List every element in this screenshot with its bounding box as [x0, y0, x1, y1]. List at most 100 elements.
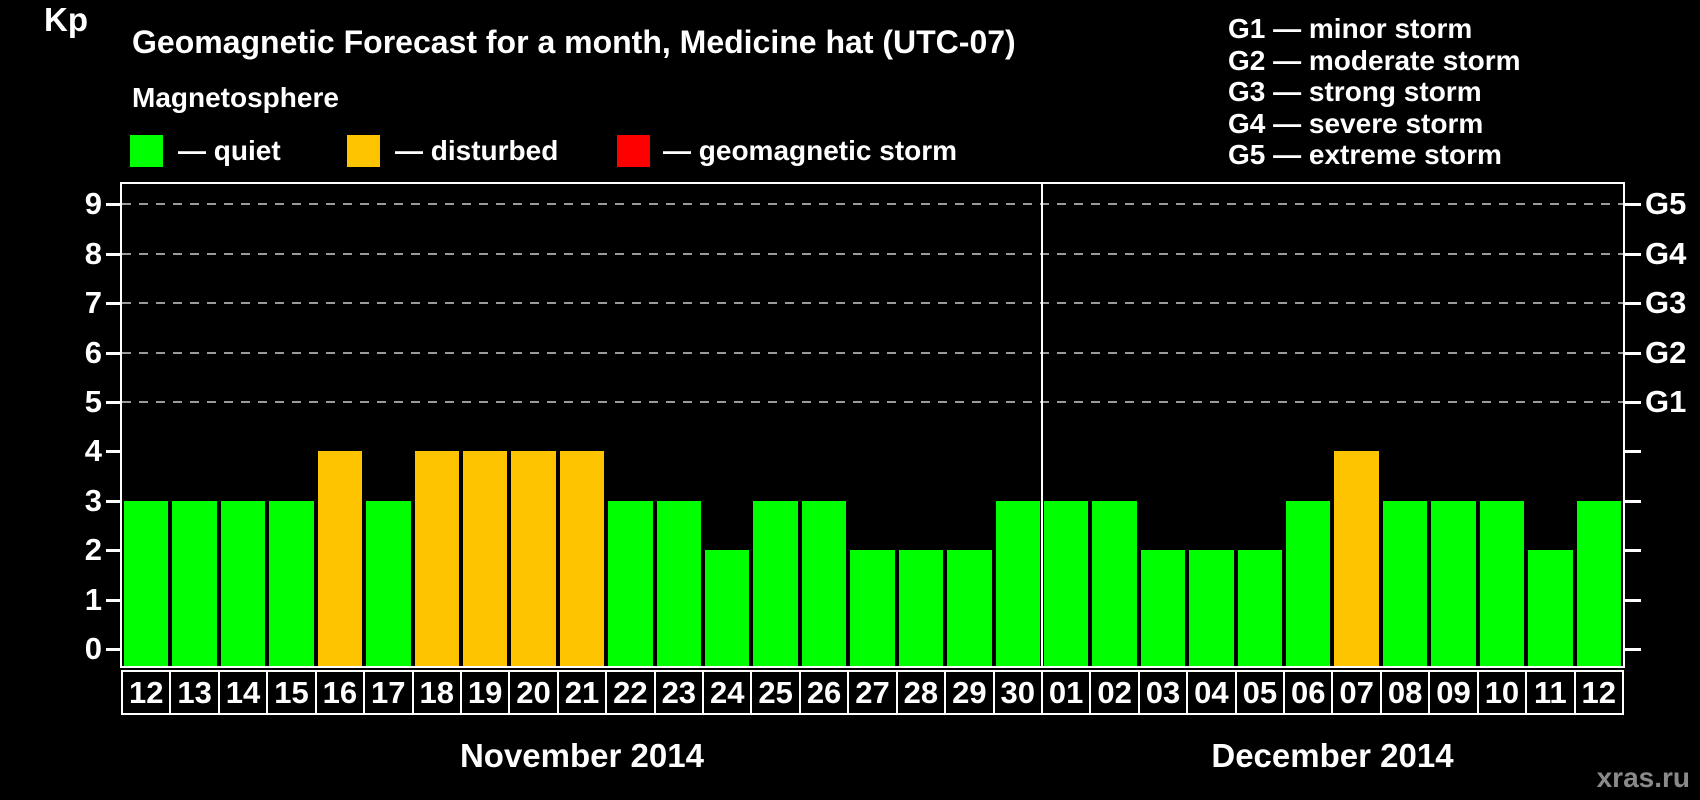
y-tick-right	[1625, 450, 1641, 454]
y-tick-left	[106, 203, 122, 207]
kp-bar	[269, 500, 314, 666]
kp-gridline	[122, 203, 1623, 206]
month-separator-line	[1040, 184, 1043, 666]
day-label-cell: 22	[605, 670, 656, 715]
y-tick-left	[106, 351, 122, 355]
y-tick-left	[106, 598, 122, 602]
y-tick-left	[106, 252, 122, 256]
watermark: xras.ru	[1596, 762, 1690, 793]
y-tick-left	[106, 549, 122, 553]
day-label-cell: 01	[1040, 670, 1092, 715]
kp-bar	[1140, 550, 1186, 666]
y-tick-right	[1625, 351, 1641, 355]
y-axis-tick-label: 5	[84, 384, 102, 419]
day-label-cell: 05	[1234, 670, 1286, 715]
day-label-cell: 24	[702, 670, 753, 715]
kp-bar	[1479, 500, 1525, 666]
day-label-cell: 04	[1186, 670, 1237, 715]
day-label-cell: 16	[314, 670, 366, 715]
day-label-cell: 12	[1573, 670, 1624, 715]
y-axis-tick-label: 1	[84, 581, 102, 617]
y-axis-tick-label: 6	[84, 334, 102, 370]
day-label-cell: 20	[508, 670, 559, 715]
kp-bar	[1043, 500, 1089, 666]
kp-bar	[1189, 550, 1234, 666]
g-level-label: G4	[1645, 235, 1687, 271]
y-tick-right	[1625, 499, 1641, 503]
magnetosphere-label: Magnetosphere	[132, 82, 339, 113]
kp-bar	[414, 451, 459, 666]
kp-axis-title: Kp	[44, 1, 88, 38]
g-scale-legend-item: G4 — severe storm	[1228, 107, 1484, 139]
kp-bar	[1431, 500, 1476, 666]
y-tick-right	[1625, 252, 1641, 256]
kp-bar	[462, 451, 508, 666]
month-label: December 2014	[1211, 737, 1454, 774]
day-label-cell: 18	[411, 670, 462, 715]
g-scale-legend-item: G5 — extreme storm	[1228, 139, 1502, 170]
g-level-label: G5	[1645, 186, 1687, 222]
y-axis-tick-label: 9	[84, 186, 102, 222]
g-level-label: G3	[1645, 285, 1687, 321]
y-tick-right	[1625, 302, 1641, 306]
kp-bar	[1286, 500, 1331, 666]
kp-bar	[1528, 550, 1573, 666]
day-label-cell: 09	[1428, 670, 1479, 715]
disturbed-legend-label: — disturbed	[395, 135, 559, 166]
y-tick-right	[1625, 203, 1641, 207]
day-label-cell: 02	[1089, 670, 1140, 715]
g-level-label: G2	[1645, 334, 1687, 370]
day-label-cell: 21	[556, 670, 608, 715]
kp-bar	[366, 500, 411, 666]
kp-bar	[317, 451, 363, 666]
kp-bar	[220, 500, 266, 666]
day-label-cell: 07	[1331, 670, 1382, 715]
kp-bar	[705, 550, 750, 666]
kp-bar	[172, 500, 217, 666]
day-label-cell: 15	[266, 670, 317, 715]
kp-gridline	[122, 252, 1623, 255]
g-level-label: G1	[1645, 384, 1687, 419]
kp-bar	[947, 550, 992, 666]
quiet-color-swatch	[130, 135, 163, 167]
y-tick-left	[106, 450, 122, 454]
kp-bar	[1092, 500, 1137, 666]
kp-bar	[124, 500, 169, 666]
y-tick-left	[106, 499, 122, 503]
day-label-cell: 27	[847, 670, 898, 715]
day-label-cell: 28	[895, 670, 947, 715]
kp-bar	[850, 550, 895, 666]
y-tick-right	[1625, 648, 1641, 651]
kp-bar	[995, 500, 1040, 666]
kp-bar	[656, 500, 702, 666]
kp-gridline	[122, 351, 1623, 354]
day-label-cell: 25	[750, 670, 801, 715]
day-label-cell: 23	[653, 670, 705, 715]
kp-gridline	[122, 302, 1623, 305]
day-label-cell: 14	[217, 670, 269, 715]
y-tick-left	[106, 302, 122, 306]
kp-bar	[898, 550, 944, 666]
kp-bar	[511, 451, 556, 666]
quiet-legend-label: — quiet	[178, 135, 281, 166]
y-axis-tick-label: 3	[84, 482, 102, 518]
day-label-cell: 06	[1283, 670, 1334, 715]
kp-bar	[1382, 500, 1428, 666]
day-label-cell: 10	[1476, 670, 1528, 715]
g-scale-legend-item: G1 — minor storm	[1228, 13, 1473, 44]
page-title: Geomagnetic Forecast for a month, Medici…	[132, 24, 1016, 60]
y-tick-right	[1625, 598, 1641, 602]
g-scale-legend-item: G2 — moderate storm	[1228, 44, 1521, 76]
g-scale-legend: G1 — minor storm G2 — moderate storm G3 …	[1228, 13, 1521, 171]
y-axis-tick-label: 2	[84, 532, 102, 568]
kp-bar	[1576, 500, 1621, 666]
disturbed-color-swatch	[347, 135, 380, 167]
day-label-cell: 08	[1379, 670, 1431, 715]
day-label-cell: 11	[1525, 670, 1576, 715]
day-label-cell: 03	[1137, 670, 1189, 715]
y-tick-right	[1625, 549, 1641, 553]
storm-legend-label: — geomagnetic storm	[663, 135, 958, 166]
day-label-cell: 17	[363, 670, 414, 715]
y-tick-left	[106, 648, 122, 651]
y-tick-right	[1625, 401, 1641, 404]
